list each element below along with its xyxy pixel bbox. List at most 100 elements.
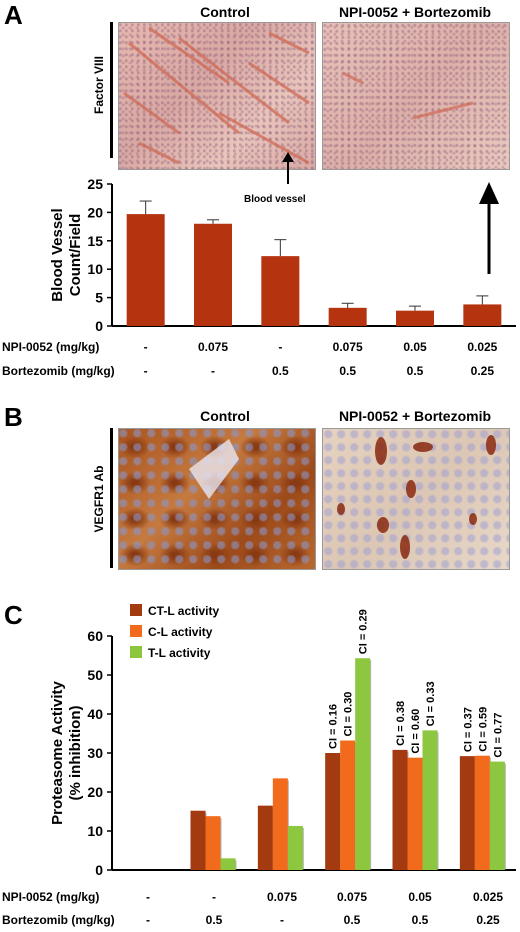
- panel-a-bortezomib-label: Bortezomib (mg/kg): [2, 364, 115, 378]
- panel-c-dose-cell: 0.5: [205, 913, 223, 927]
- bar: [459, 756, 475, 870]
- panel-c-bortezomib-label: Bortezomib (mg/kg): [2, 913, 115, 927]
- ci-annotation: CI = 0.59: [477, 707, 489, 752]
- bar: [257, 805, 273, 870]
- y-tick-label: 10: [87, 261, 103, 277]
- panel-a-dose-cell: 0.25: [470, 364, 494, 378]
- panel-a-control-header: Control: [200, 4, 250, 20]
- legend-entry: CT-L activity: [148, 604, 219, 618]
- y-tick-label: 15: [87, 233, 103, 249]
- ci-annotation: CI = 0.37: [462, 707, 474, 752]
- panel-b-control-micrograph: [118, 428, 316, 570]
- y-tick-label: 50: [87, 667, 103, 683]
- panel-c-dose-cell: 0.5: [411, 913, 429, 927]
- y-axis-label: (% inhibition): [67, 706, 84, 801]
- panel-c-dose-cell: -: [212, 890, 216, 904]
- panel-b-letter: B: [4, 402, 23, 432]
- legend-swatch: [130, 625, 142, 637]
- bar: [325, 753, 341, 870]
- blood-vessel-streaks: [123, 26, 310, 165]
- legend-entry: T-L activity: [148, 646, 211, 660]
- blood-vessel-chart: 0 5 10 15 20 25 Blood Vessel Count/Field: [49, 176, 516, 334]
- y-tick-label: 20: [87, 784, 103, 800]
- ci-annotation: CI = 0.77: [492, 713, 504, 758]
- y-tick-label: 10: [87, 823, 103, 839]
- bar: [126, 214, 165, 326]
- bar: [392, 749, 408, 870]
- y-tick-label: 40: [87, 706, 103, 722]
- bar: [328, 307, 367, 326]
- panel-a-dose-cell: 0.5: [271, 364, 289, 378]
- bar: [272, 778, 288, 870]
- y-tick-label: 25: [87, 176, 103, 192]
- panel-a-dose-cell: -: [278, 340, 283, 354]
- legend-swatch: [130, 646, 142, 658]
- panel-a-letter: A: [4, 0, 23, 30]
- panel-c-dose-cell: -: [280, 913, 284, 927]
- panel-b-treated-header: NPI-0052 + Bortezomib: [338, 408, 492, 424]
- panel-c-dose-cell: 0.075: [266, 890, 298, 904]
- panel-c-dose-cell: -: [146, 913, 150, 927]
- bar: [407, 757, 423, 870]
- blood-vessel-annotation: Blood vessel: [244, 194, 306, 205]
- ci-annotation: CI = 0.38: [395, 701, 407, 746]
- y-tick-label: 0: [95, 862, 103, 878]
- panel-a-npi-label: NPI-0052 (mg/kg): [2, 340, 100, 354]
- panel-b-control-header: Control: [200, 408, 250, 424]
- legend-swatch: [130, 604, 142, 616]
- bar: [422, 730, 438, 870]
- legend-entry: C-L activity: [148, 625, 213, 639]
- bar: [474, 755, 490, 870]
- ci-annotation: CI = 0.30: [343, 692, 355, 737]
- panel-a-dose-cell: 0.075: [197, 340, 229, 354]
- bar: [340, 740, 356, 870]
- ci-annotation: CI = 0.16: [328, 704, 340, 749]
- bar: [355, 658, 371, 870]
- panel-b-bracket: [110, 428, 113, 568]
- y-tick-label: 0: [95, 318, 103, 334]
- bar: [220, 858, 236, 870]
- panel-a-stain-label: Factor VIII: [92, 56, 106, 115]
- y-tick-label: 60: [87, 628, 103, 644]
- bar: [194, 223, 232, 326]
- up-arrow-icon: [479, 182, 499, 274]
- y-axis-label: Count/Field: [67, 214, 84, 297]
- bar: [190, 810, 206, 870]
- y-axis-label: Blood Vessel: [49, 208, 66, 301]
- ci-annotation: CI = 0.60: [410, 709, 422, 754]
- panel-a-dose-cell: 0.5: [339, 364, 356, 378]
- panel-a-dose-cell: -: [143, 340, 148, 354]
- bar: [489, 761, 505, 870]
- ci-annotation: CI = 0.29: [358, 609, 370, 654]
- y-tick-label: 30: [87, 745, 103, 761]
- blood-vessel-streaks: [342, 71, 474, 120]
- panel-c-dose-cell: 0.075: [336, 890, 368, 904]
- panel-a-dose-cell: -: [143, 364, 148, 378]
- bar: [287, 825, 303, 870]
- panel-c-dose-cell: 0.025: [472, 890, 504, 904]
- bar: [463, 304, 502, 326]
- panel-a-bracket: [110, 22, 113, 158]
- panel-a-dose-cell: 0.025: [467, 340, 498, 354]
- y-tick-label: 20: [87, 204, 103, 220]
- bar: [261, 256, 300, 326]
- panel-c-letter: C: [4, 600, 23, 630]
- panel-c-dose-cell: 0.05: [408, 890, 432, 904]
- panel-a-dose-cell: 0.075: [332, 340, 363, 354]
- panel-a-dose-cell: -: [211, 364, 215, 378]
- panel-a-treated-micrograph: [322, 22, 510, 170]
- bar: [396, 310, 434, 326]
- panel-a-control-micrograph: [118, 22, 316, 170]
- bar: [205, 816, 221, 870]
- ci-annotation: CI = 0.33: [425, 681, 437, 726]
- panel-c-dose-cell: 0.25: [476, 913, 500, 927]
- panel-b-treated-micrograph: [322, 428, 510, 570]
- panel-c-dose-cell: 0.5: [343, 913, 361, 927]
- panel-a-treated-header: NPI-0052 + Bortezomib: [338, 4, 492, 20]
- proteasome-activity-chart: 0 10 20 30 40 50 60 Proteasome Activity (% inhib…: [49, 604, 516, 878]
- y-tick-label: 5: [95, 290, 103, 306]
- panel-c-dose-cell: -: [146, 890, 150, 904]
- panel-a-dose-cell: 0.05: [403, 340, 427, 354]
- blood-vessel-arrow-icon: [282, 152, 294, 184]
- panel-c-npi-label: NPI-0052 (mg/kg): [2, 890, 100, 904]
